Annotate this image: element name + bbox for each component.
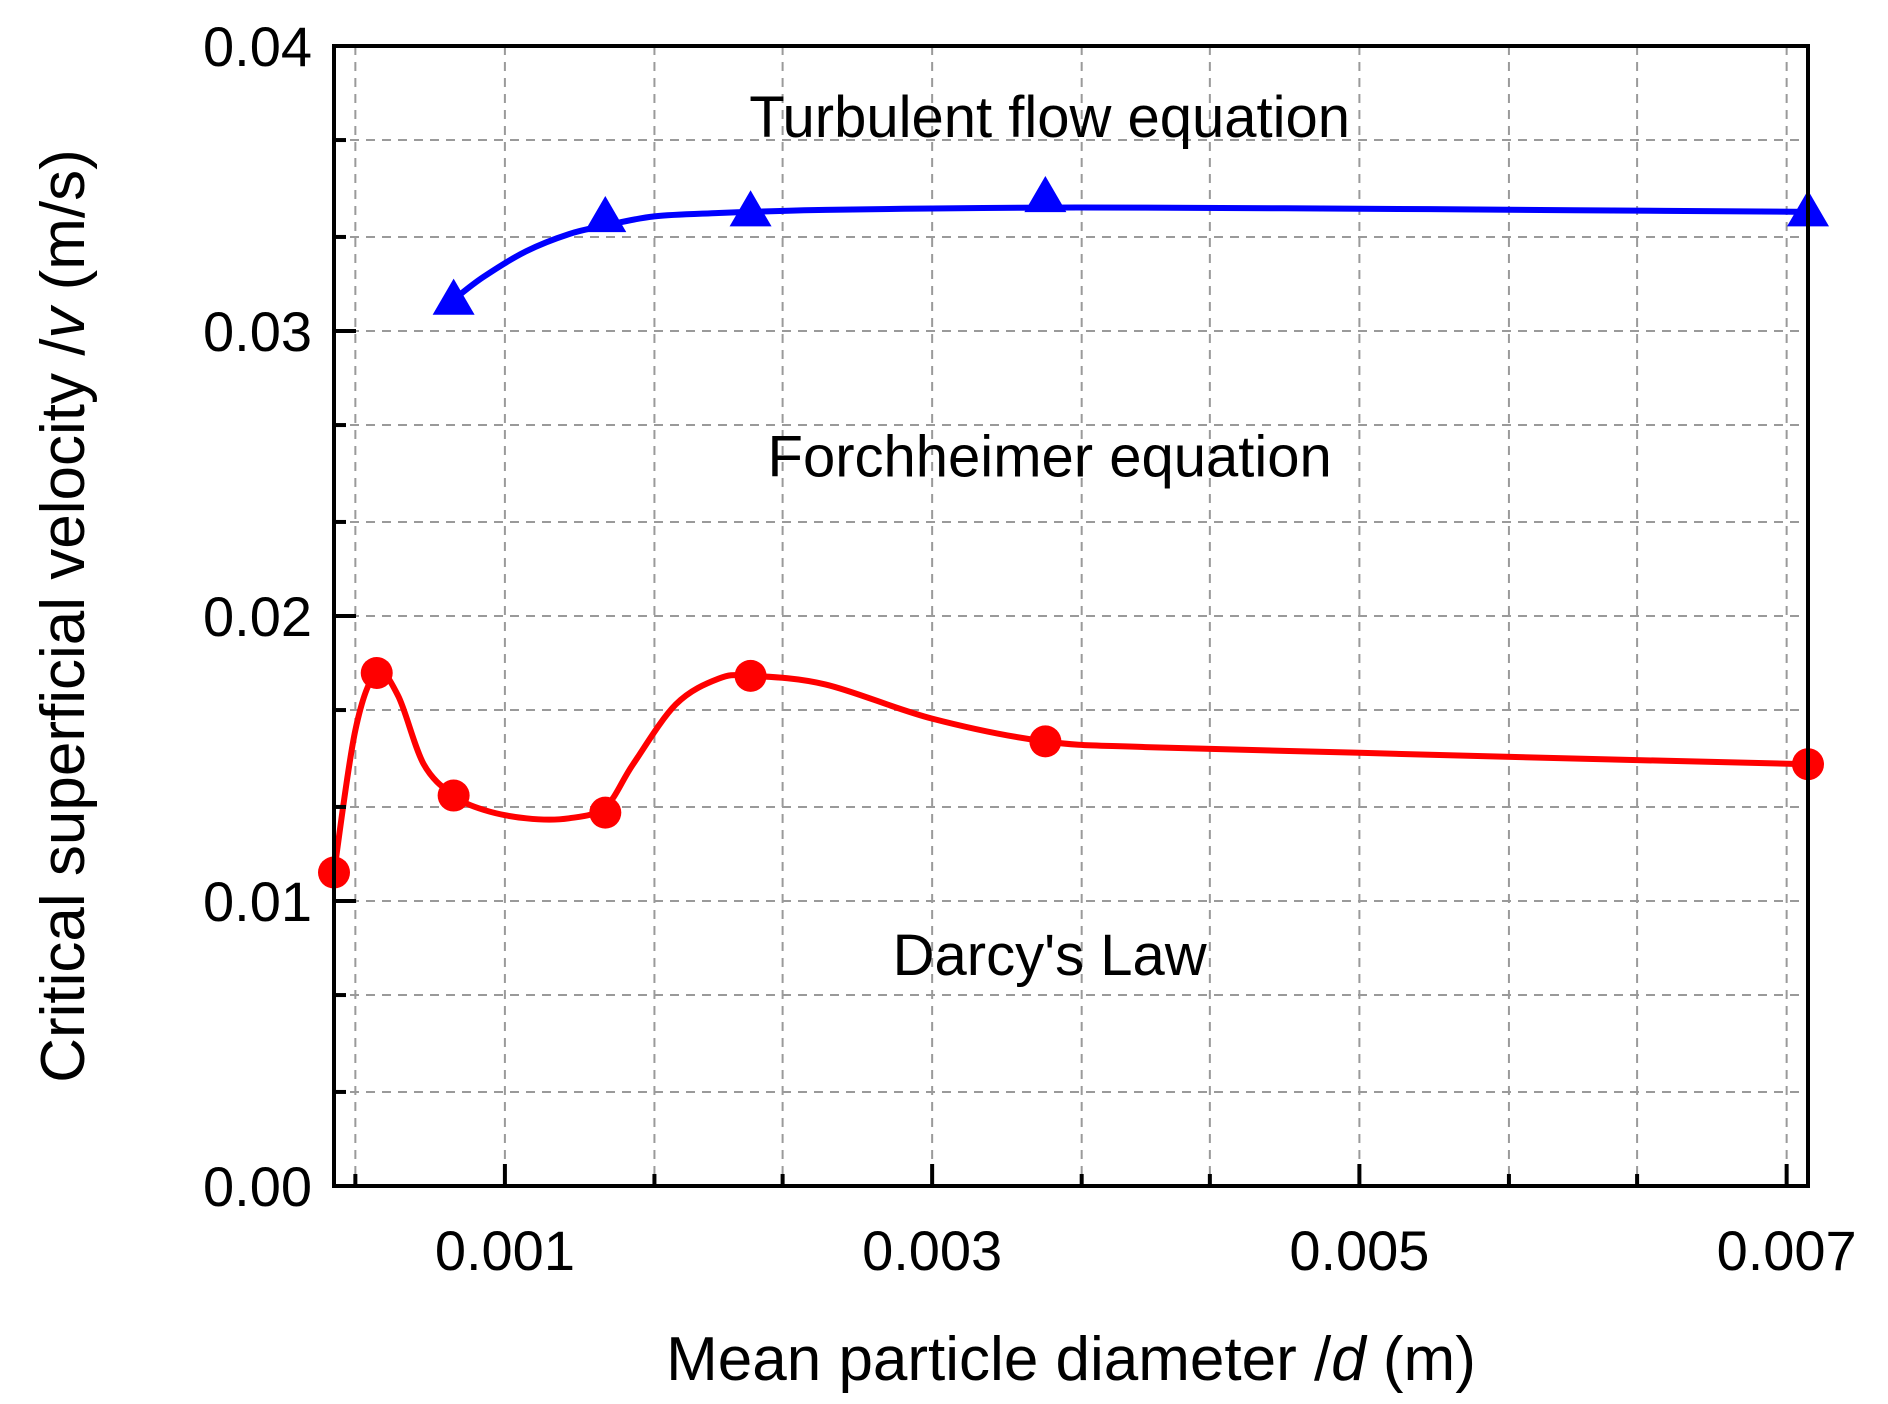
region-label: Turbulent flow equation xyxy=(749,85,1350,150)
grid-layer xyxy=(334,46,1808,1186)
data-point-triangle xyxy=(729,190,772,227)
series-layer xyxy=(318,176,1829,889)
data-point-circle xyxy=(360,657,393,689)
series-triangle xyxy=(432,176,1829,315)
x-tick-label: 0.007 xyxy=(1717,1219,1857,1282)
x-tick-label: 0.003 xyxy=(862,1219,1002,1282)
x-tick-label: 0.001 xyxy=(435,1219,575,1282)
tick-layer: 0.001 0.003 0.005 0.007 0.00 0.01 0.02 0.03 0.04 xyxy=(203,15,1857,1282)
region-label: Forchheimer equation xyxy=(768,424,1332,489)
data-point-circle xyxy=(1029,725,1062,758)
y-tick-label: 0.00 xyxy=(203,1155,312,1218)
data-point-triangle xyxy=(432,278,475,315)
series-line xyxy=(451,204,1809,303)
y-axis-title: Critical superficial velocity /v (m/s) xyxy=(29,149,98,1083)
x-axis-title: Mean particle diameter /d (m) xyxy=(666,1325,1476,1394)
y-tick-label: 0.04 xyxy=(203,15,312,78)
y-tick-label: 0.03 xyxy=(203,300,312,363)
x-tick-label: 0.005 xyxy=(1289,1219,1429,1282)
data-point-circle xyxy=(437,779,470,812)
data-point-triangle xyxy=(1024,176,1067,213)
annotation-layer: Turbulent flow equation Forchheimer equat… xyxy=(749,85,1350,988)
y-tick-label: 0.01 xyxy=(203,870,312,933)
data-point-triangle xyxy=(584,196,627,233)
series-line xyxy=(331,668,1809,873)
data-point-circle xyxy=(589,796,622,829)
data-point-circle xyxy=(734,659,767,692)
region-label: Darcy's Law xyxy=(893,923,1208,988)
y-tick-label: 0.02 xyxy=(203,585,312,648)
series-circle xyxy=(318,657,1824,889)
